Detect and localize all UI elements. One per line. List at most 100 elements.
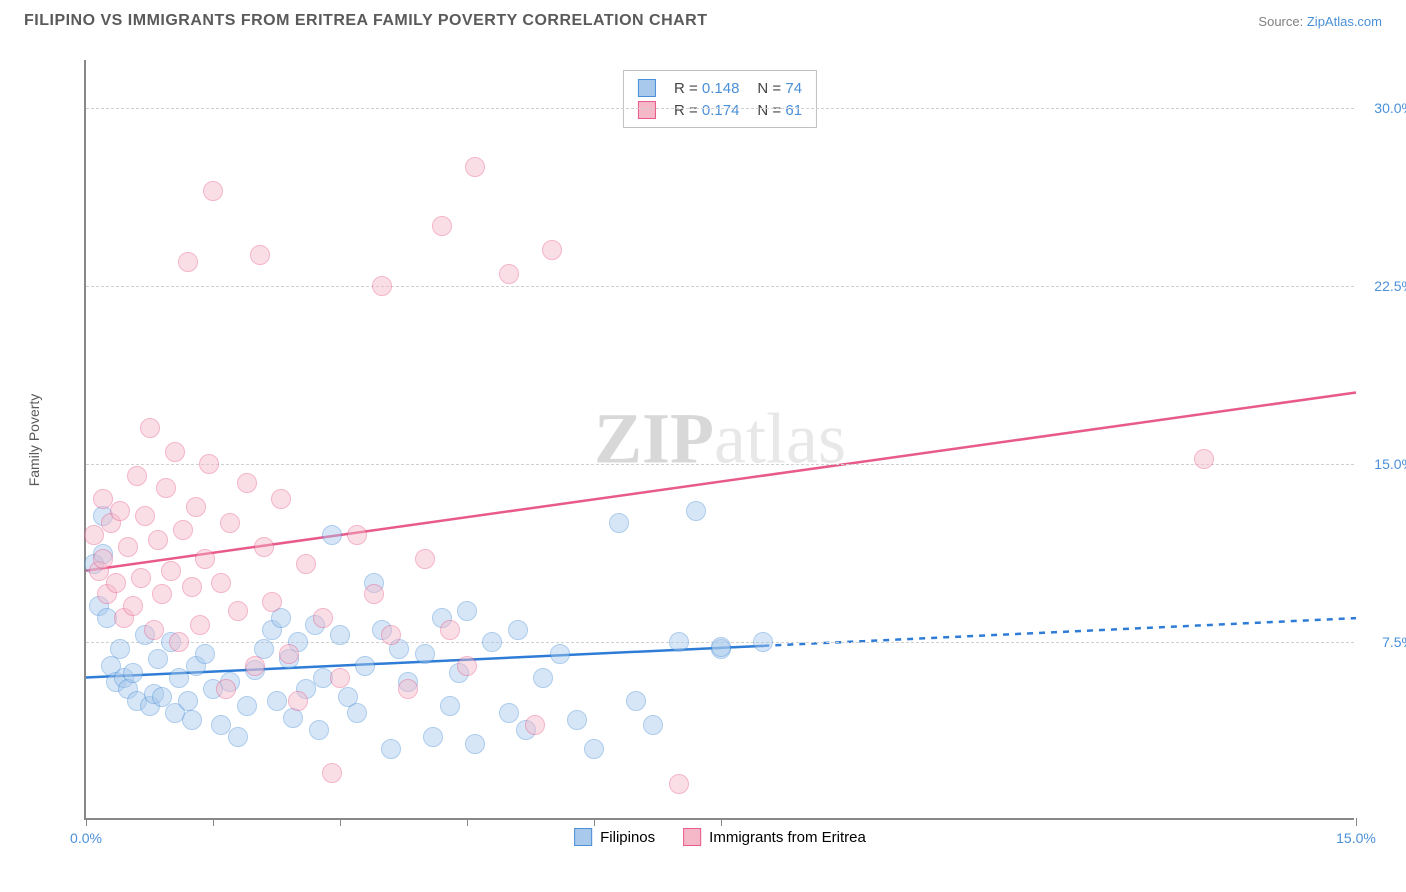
data-point <box>237 473 257 493</box>
data-point <box>148 530 168 550</box>
data-point <box>173 520 193 540</box>
source-link[interactable]: ZipAtlas.com <box>1307 14 1382 29</box>
data-point <box>144 620 164 640</box>
data-point <box>169 668 189 688</box>
y-tick-label: 7.5% <box>1382 634 1406 650</box>
data-point <box>415 644 435 664</box>
x-tick <box>594 818 595 826</box>
chart-title: FILIPINO VS IMMIGRANTS FROM ERITREA FAMI… <box>24 12 708 30</box>
data-point <box>525 715 545 735</box>
data-point <box>669 632 689 652</box>
data-point <box>309 720 329 740</box>
data-point <box>711 637 731 657</box>
data-point <box>211 573 231 593</box>
data-point <box>415 549 435 569</box>
data-point <box>178 252 198 272</box>
data-point <box>669 774 689 794</box>
gridline <box>86 108 1354 109</box>
legend-series-label: Filipinos <box>600 829 655 846</box>
data-point <box>465 157 485 177</box>
x-tick <box>213 818 214 826</box>
legend-series-item: Filipinos <box>574 828 655 846</box>
data-point <box>84 525 104 545</box>
data-point <box>123 596 143 616</box>
data-point <box>440 696 460 716</box>
data-point <box>135 506 155 526</box>
data-point <box>199 454 219 474</box>
x-tick <box>721 818 722 826</box>
watermark: ZIPatlas <box>594 398 846 481</box>
data-point <box>355 656 375 676</box>
data-point <box>508 620 528 640</box>
data-point <box>686 501 706 521</box>
data-point <box>110 501 130 521</box>
data-point <box>228 601 248 621</box>
gridline <box>86 464 1354 465</box>
data-point <box>322 525 342 545</box>
data-point <box>372 276 392 296</box>
data-point <box>584 739 604 759</box>
data-point <box>190 615 210 635</box>
legend-swatch <box>638 101 656 119</box>
data-point <box>381 739 401 759</box>
data-point <box>288 691 308 711</box>
data-point <box>499 703 519 723</box>
legend-swatch <box>683 828 701 846</box>
data-point <box>271 489 291 509</box>
data-point <box>228 727 248 747</box>
data-point <box>165 442 185 462</box>
data-point <box>609 513 629 533</box>
data-point <box>195 549 215 569</box>
data-point <box>203 181 223 201</box>
plot-area: ZIPatlas R = 0.148N = 74R = 0.174N = 61 … <box>84 60 1354 820</box>
data-point <box>533 668 553 688</box>
data-point <box>182 577 202 597</box>
data-point <box>152 584 172 604</box>
data-point <box>626 691 646 711</box>
data-point <box>245 656 265 676</box>
data-point <box>110 639 130 659</box>
data-point <box>457 656 477 676</box>
data-point <box>254 537 274 557</box>
data-point <box>330 625 350 645</box>
data-point <box>127 466 147 486</box>
data-point <box>482 632 502 652</box>
legend-swatch <box>638 79 656 97</box>
data-point <box>250 245 270 265</box>
legend-stat-row: R = 0.174N = 61 <box>638 99 802 121</box>
series-legend: FilipinosImmigrants from Eritrea <box>574 828 866 846</box>
data-point <box>398 679 418 699</box>
data-point <box>262 592 282 612</box>
data-point <box>93 549 113 569</box>
data-point <box>432 216 452 236</box>
data-point <box>364 584 384 604</box>
y-axis-label: Family Poverty <box>26 394 42 487</box>
data-point <box>131 568 151 588</box>
data-point <box>643 715 663 735</box>
data-point <box>169 632 189 652</box>
data-point <box>195 644 215 664</box>
data-point <box>161 561 181 581</box>
legend-swatch <box>574 828 592 846</box>
data-point <box>148 649 168 669</box>
correlation-legend: R = 0.148N = 74R = 0.174N = 61 <box>623 70 817 128</box>
data-point <box>156 478 176 498</box>
data-point <box>465 734 485 754</box>
data-point <box>423 727 443 747</box>
chart-container: Family Poverty ZIPatlas R = 0.148N = 74R… <box>54 50 1374 830</box>
x-tick <box>86 818 87 826</box>
data-point <box>118 537 138 557</box>
data-point <box>499 264 519 284</box>
y-tick-label: 22.5% <box>1374 278 1406 294</box>
data-point <box>313 608 333 628</box>
legend-stat-row: R = 0.148N = 74 <box>638 77 802 99</box>
source-credit: Source: ZipAtlas.com <box>1258 14 1382 29</box>
data-point <box>440 620 460 640</box>
data-point <box>347 703 367 723</box>
data-point <box>106 573 126 593</box>
data-point <box>550 644 570 664</box>
data-point <box>381 625 401 645</box>
data-point <box>140 418 160 438</box>
x-tick-label: 15.0% <box>1336 830 1376 846</box>
x-tick <box>340 818 341 826</box>
